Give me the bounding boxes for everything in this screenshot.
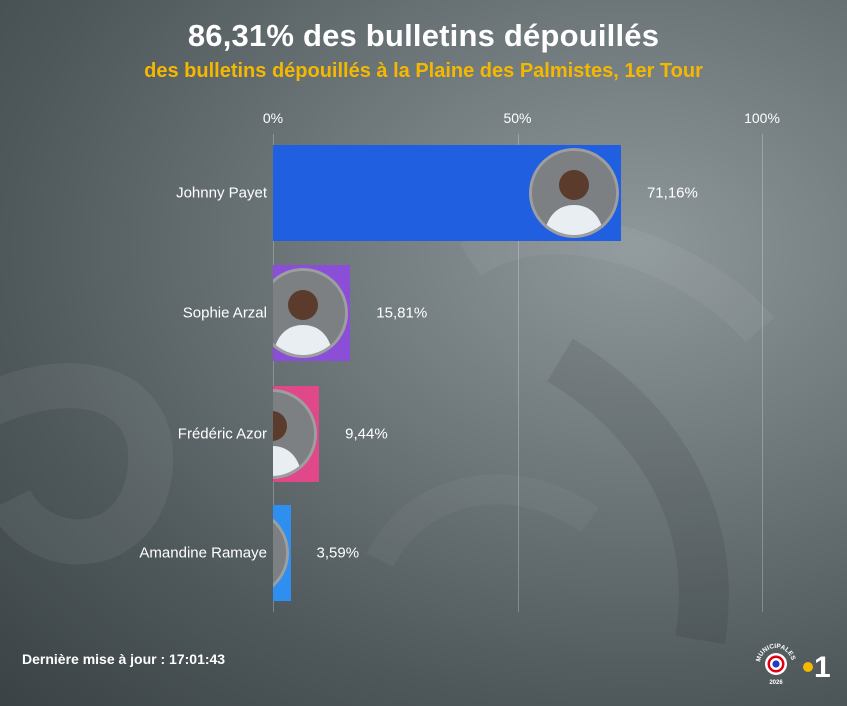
- x-axis-tick-label: 0%: [262, 110, 284, 126]
- value-label: 15,81%: [376, 304, 428, 322]
- last-update-label: Dernière mise à jour : 17:01:43: [22, 651, 226, 667]
- candidate-name-label: Sophie Arzal: [182, 304, 267, 322]
- candidate-photo-avatar: [273, 508, 289, 598]
- candidate-name-label: Amandine Ramaye: [139, 544, 267, 562]
- candidate-photo-avatar: [273, 389, 318, 479]
- candidate-name-label: Johnny Payet: [176, 184, 267, 202]
- result-bar: [273, 505, 291, 601]
- value-label: 9,44%: [345, 425, 388, 443]
- candidate-photo-avatar: [273, 268, 349, 358]
- logo-year: 2026: [769, 680, 783, 686]
- logo-dot-icon: [803, 662, 813, 672]
- x-axis-tick-label: 100%: [744, 110, 780, 126]
- result-bar: [273, 386, 320, 482]
- chart-title: 86,31% des bulletins dépouillés: [187, 18, 660, 53]
- x-axis-tick-label: 50%: [503, 110, 532, 126]
- gridline: [273, 134, 274, 612]
- candidate-name-label: Frédéric Azor: [177, 425, 267, 443]
- result-bar: [273, 265, 351, 361]
- chart-subtitle: des bulletins dépouillés à la Plaine des…: [144, 60, 703, 82]
- candidate-photo-avatar: [528, 148, 619, 238]
- municipales-2026-logo: MUNICIPALES 2026 1: [755, 643, 831, 686]
- value-label: 71,16%: [646, 184, 698, 202]
- logo-channel-number: 1: [814, 651, 831, 684]
- gridline: [517, 134, 519, 612]
- value-label: 3,59%: [316, 544, 360, 562]
- gridline: [762, 134, 763, 612]
- result-bar: [273, 145, 621, 241]
